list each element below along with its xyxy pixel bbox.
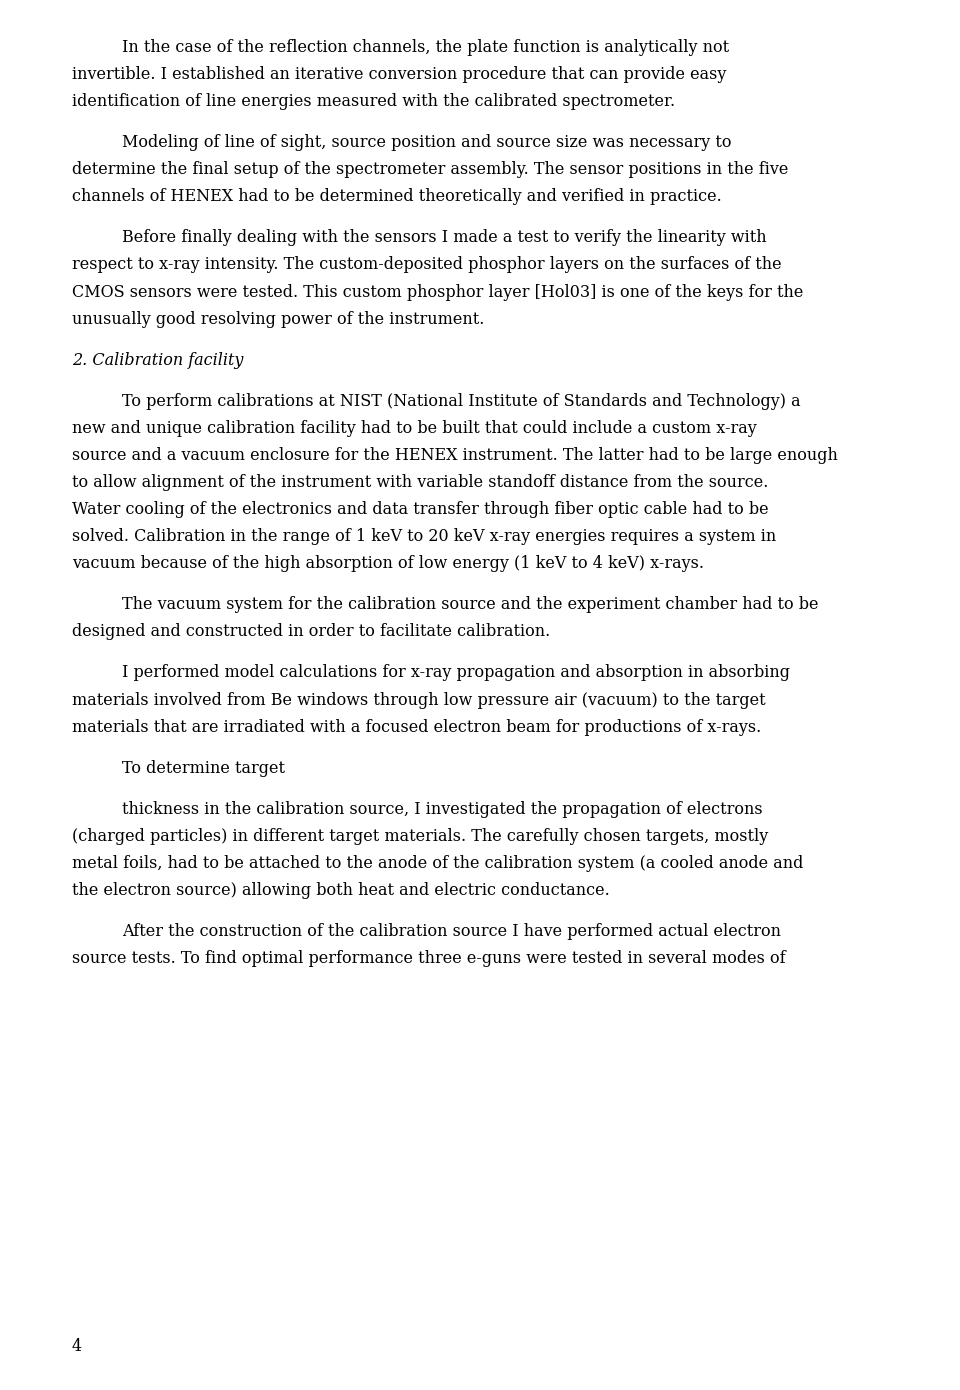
- Text: respect to x-ray intensity. The custom-deposited phosphor layers on the surfaces: respect to x-ray intensity. The custom-d…: [72, 256, 781, 274]
- Text: CMOS sensors were tested. This custom phosphor layer [Hol03] is one of the keys : CMOS sensors were tested. This custom ph…: [72, 284, 804, 300]
- Text: materials involved from Be windows through low pressure air (vacuum) to the targ: materials involved from Be windows throu…: [72, 691, 766, 709]
- Text: 2. Calibration facility: 2. Calibration facility: [72, 352, 244, 368]
- Text: determine the final setup of the spectrometer assembly. The sensor positions in : determine the final setup of the spectro…: [72, 161, 788, 178]
- Text: channels of HENEX had to be determined theoretically and verified in practice.: channels of HENEX had to be determined t…: [72, 188, 722, 206]
- Text: unusually good resolving power of the instrument.: unusually good resolving power of the in…: [72, 310, 485, 328]
- Text: The vacuum system for the calibration source and the experiment chamber had to b: The vacuum system for the calibration so…: [122, 596, 819, 613]
- Text: to allow alignment of the instrument with variable standoff distance from the so: to allow alignment of the instrument wit…: [72, 474, 768, 491]
- Text: In the case of the reflection channels, the plate function is analytically not: In the case of the reflection channels, …: [122, 39, 729, 56]
- Text: (charged particles) in different target materials. The carefully chosen targets,: (charged particles) in different target …: [72, 827, 768, 845]
- Text: vacuum because of the high absorption of low energy (1 keV to 4 keV) x-rays.: vacuum because of the high absorption of…: [72, 555, 704, 573]
- Text: metal foils, had to be attached to the anode of the calibration system (a cooled: metal foils, had to be attached to the a…: [72, 855, 804, 872]
- Text: Modeling of line of sight, source position and source size was necessary to: Modeling of line of sight, source positi…: [122, 133, 732, 152]
- Text: designed and constructed in order to facilitate calibration.: designed and constructed in order to fac…: [72, 623, 550, 641]
- Text: Water cooling of the electronics and data transfer through fiber optic cable had: Water cooling of the electronics and dat…: [72, 500, 769, 518]
- Text: source and a vacuum enclosure for the HENEX instrument. The latter had to be lar: source and a vacuum enclosure for the HE…: [72, 446, 838, 464]
- Text: invertible. I established an iterative conversion procedure that can provide eas: invertible. I established an iterative c…: [72, 67, 727, 83]
- Text: I performed model calculations for x-ray propagation and absorption in absorbing: I performed model calculations for x-ray…: [122, 664, 790, 681]
- Text: materials that are irradiated with a focused electron beam for productions of x-: materials that are irradiated with a foc…: [72, 719, 761, 735]
- Text: 4: 4: [72, 1339, 83, 1355]
- Text: source tests. To find optimal performance three e-guns were tested in several mo: source tests. To find optimal performanc…: [72, 949, 785, 967]
- Text: To perform calibrations at NIST (National Institute of Standards and Technology): To perform calibrations at NIST (Nationa…: [122, 392, 801, 410]
- Text: identification of line energies measured with the calibrated spectrometer.: identification of line energies measured…: [72, 93, 675, 110]
- Text: solved. Calibration in the range of 1 keV to 20 keV x-ray energies requires a sy: solved. Calibration in the range of 1 ke…: [72, 528, 777, 545]
- Text: the electron source) allowing both heat and electric conductance.: the electron source) allowing both heat …: [72, 881, 610, 899]
- Text: thickness in the calibration source, I investigated the propagation of electrons: thickness in the calibration source, I i…: [122, 801, 762, 817]
- Text: After the construction of the calibration source I have performed actual electro: After the construction of the calibratio…: [122, 923, 780, 940]
- Text: Before finally dealing with the sensors I made a test to verify the linearity wi: Before finally dealing with the sensors …: [122, 229, 766, 246]
- Text: To determine target: To determine target: [122, 759, 285, 777]
- Text: new and unique calibration facility had to be built that could include a custom : new and unique calibration facility had …: [72, 420, 756, 436]
